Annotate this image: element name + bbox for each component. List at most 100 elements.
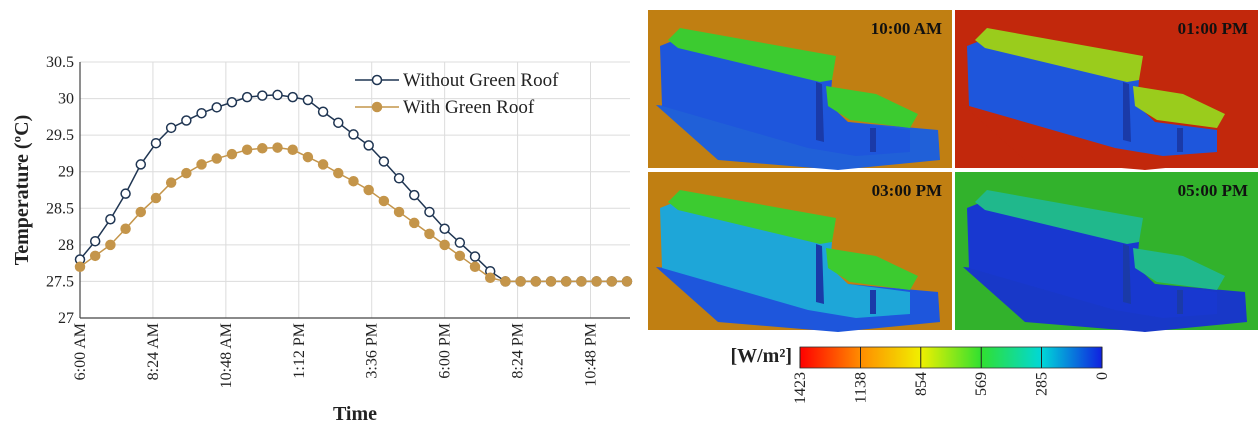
colorbar-tick-label: 1423: [792, 372, 809, 404]
colorbar-tick-label: 1138: [852, 372, 869, 403]
data-point: [486, 273, 495, 282]
colorbar-tick-label: 854: [913, 372, 930, 396]
data-point: [379, 157, 388, 166]
colorbar-tick-label: 0: [1094, 372, 1111, 380]
data-point: [227, 98, 236, 107]
x-tick-label: 3:36 PM: [364, 323, 381, 379]
data-point: [592, 277, 601, 286]
data-point: [212, 103, 221, 112]
data-point: [440, 240, 449, 249]
data-point: [182, 169, 191, 178]
data-point: [182, 116, 191, 125]
panel: 10:00 AM: [648, 10, 952, 170]
panel: 05:00 PM: [955, 172, 1258, 332]
data-point: [288, 93, 297, 102]
data-point: [136, 207, 145, 216]
data-point: [622, 277, 631, 286]
data-point: [334, 169, 343, 178]
y-axis-label: Temperature (ºC): [11, 115, 33, 265]
x-tick-label: 6:00 AM: [72, 323, 89, 380]
x-tick-label: 10:48 AM: [218, 323, 235, 388]
data-point: [349, 130, 358, 139]
data-point: [151, 194, 160, 203]
legend-marker: [373, 103, 382, 112]
data-point: [562, 277, 571, 286]
y-tick-label: 29: [58, 164, 74, 181]
data-point: [227, 150, 236, 159]
x-axis-label: Time: [333, 403, 377, 425]
data-point: [273, 143, 282, 152]
colorbar-title: [W/m²]: [730, 345, 792, 367]
data-point: [577, 277, 586, 286]
series-line: [80, 148, 627, 282]
data-point: [471, 252, 480, 261]
data-point: [303, 96, 312, 105]
data-point: [91, 251, 100, 260]
data-point: [106, 215, 115, 224]
y-tick-label: 27.5: [46, 273, 74, 290]
panel-label: 01:00 PM: [1178, 19, 1248, 38]
y-tick-label: 29.5: [46, 127, 74, 144]
series-line: [80, 95, 627, 282]
data-point: [471, 262, 480, 271]
data-point: [425, 229, 434, 238]
data-point: [410, 191, 419, 200]
data-point: [121, 189, 130, 198]
colorbar-tick-label: 285: [1034, 372, 1051, 396]
legend-label: With Green Roof: [403, 97, 535, 118]
data-point: [440, 224, 449, 233]
data-point: [258, 91, 267, 100]
data-point: [501, 277, 510, 286]
data-point: [364, 186, 373, 195]
data-point: [136, 160, 145, 169]
data-point: [303, 153, 312, 162]
y-tick-label: 28: [58, 237, 74, 254]
data-point: [167, 178, 176, 187]
x-tick-label: 8:24 PM: [510, 323, 527, 379]
y-tick-label: 30: [58, 91, 74, 108]
data-point: [455, 251, 464, 260]
legend-marker: [373, 76, 382, 85]
data-point: [395, 174, 404, 183]
data-point: [395, 207, 404, 216]
data-point: [607, 277, 616, 286]
colorbar: [800, 347, 1102, 368]
data-point: [106, 240, 115, 249]
data-point: [197, 109, 206, 118]
data-point: [546, 277, 555, 286]
x-tick-label: 1:12 PM: [291, 323, 308, 379]
data-point: [319, 107, 328, 116]
data-point: [273, 90, 282, 99]
data-point: [197, 160, 206, 169]
panel-label: 03:00 PM: [872, 181, 942, 200]
panel-label: 05:00 PM: [1178, 181, 1248, 200]
data-point: [334, 118, 343, 127]
panel: 01:00 PM: [955, 10, 1258, 170]
data-point: [91, 237, 100, 246]
x-tick-label: 8:24 AM: [145, 323, 162, 380]
data-point: [151, 139, 160, 148]
data-point: [455, 238, 464, 247]
data-point: [349, 177, 358, 186]
data-point: [243, 145, 252, 154]
data-point: [531, 277, 540, 286]
heat-panels: 10:00 AM 01:00 PM 03:00 PM 05:00 PM: [648, 10, 1258, 332]
y-tick-label: 30.5: [46, 54, 74, 71]
panel: 03:00 PM: [648, 172, 952, 332]
data-point: [167, 123, 176, 132]
data-point: [379, 196, 388, 205]
data-point: [410, 218, 419, 227]
data-point: [243, 93, 252, 102]
data-point: [425, 207, 434, 216]
data-point: [76, 262, 85, 271]
x-tick-label: 10:48 PM: [582, 323, 599, 387]
data-point: [364, 141, 373, 150]
data-point: [288, 145, 297, 154]
data-point: [258, 144, 267, 153]
data-point: [516, 277, 525, 286]
panel-label: 10:00 AM: [871, 19, 942, 38]
colorbar-tick-label: 569: [973, 372, 990, 396]
figure: 10:00 AM 01:00 PM 03:00 PM 05:00 PM [W/m…: [0, 0, 1258, 430]
legend-label: Without Green Roof: [403, 70, 559, 91]
y-tick-label: 28.5: [46, 200, 74, 217]
